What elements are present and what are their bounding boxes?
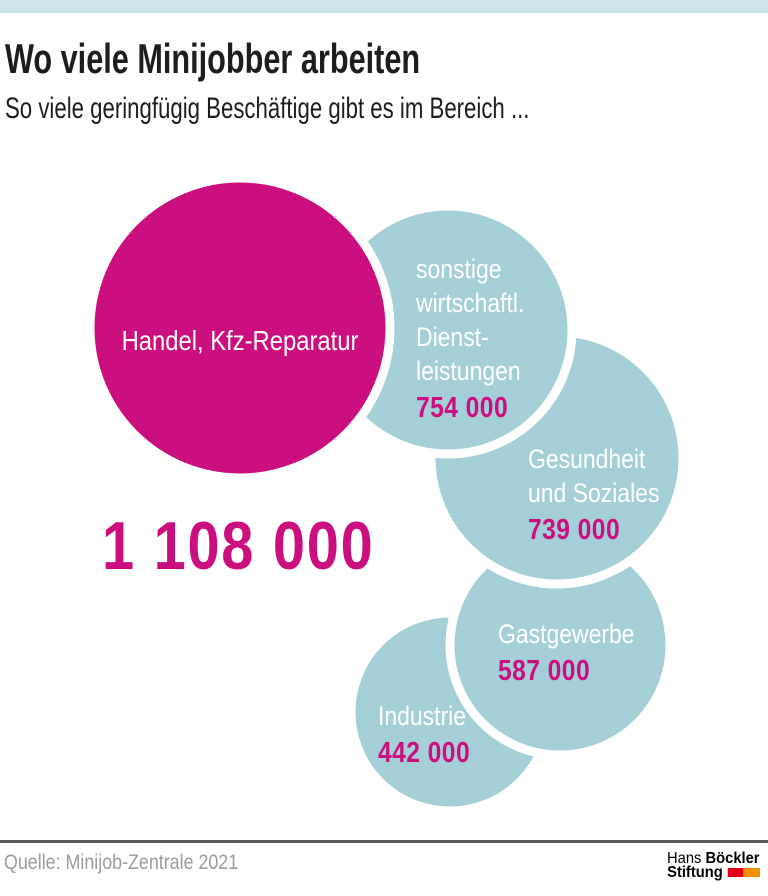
logo-last-name: Böckler bbox=[705, 850, 760, 867]
logo-flag-icon bbox=[727, 868, 760, 877]
page-subtitle: So viele geringfügig Beschäftige gibt es… bbox=[5, 92, 530, 125]
hans-boeckler-logo: Hans Böckler Stiftung bbox=[667, 850, 760, 881]
source-credit: Quelle: Minijob-Zentrale 2021 bbox=[4, 851, 239, 874]
bubble-handel bbox=[85, 173, 395, 483]
top-accent-bar bbox=[0, 0, 768, 13]
logo-line-2: Stiftung bbox=[667, 864, 760, 881]
logo-flag-orange bbox=[743, 868, 760, 877]
logo-flag-red bbox=[727, 868, 744, 877]
logo-first-name: Hans bbox=[667, 850, 702, 867]
logo-line-1: Hans Böckler bbox=[667, 850, 760, 867]
page-title: Wo viele Minijobber arbeiten bbox=[5, 35, 421, 82]
logo-org: Stiftung bbox=[667, 864, 724, 881]
footer-divider bbox=[0, 840, 768, 843]
